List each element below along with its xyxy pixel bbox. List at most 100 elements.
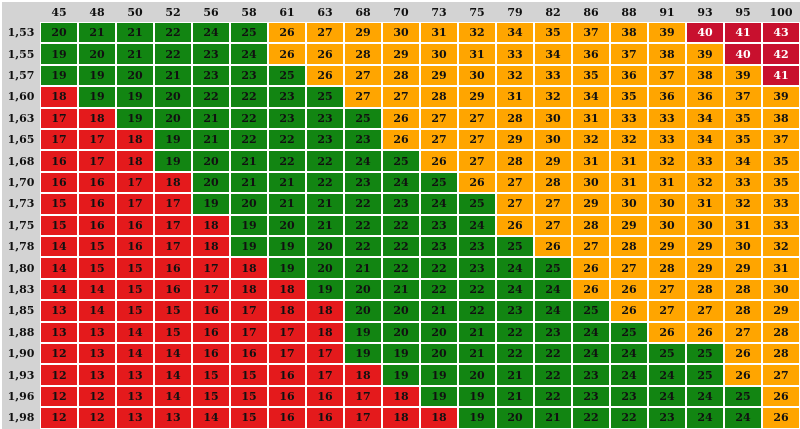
bmi-cell: 17 bbox=[78, 129, 116, 151]
bmi-cell: 17 bbox=[154, 214, 192, 236]
bmi-cell: 16 bbox=[154, 257, 192, 279]
bmi-cell: 22 bbox=[230, 86, 268, 108]
bmi-cell: 21 bbox=[230, 150, 268, 172]
bmi-cell: 15 bbox=[116, 257, 154, 279]
bmi-cell: 17 bbox=[306, 343, 344, 365]
bmi-cell: 21 bbox=[154, 64, 192, 87]
bmi-cell: 19 bbox=[230, 214, 268, 236]
bmi-cell: 12 bbox=[78, 407, 116, 429]
bmi-cell: 27 bbox=[686, 300, 724, 322]
bmi-cell: 27 bbox=[534, 214, 572, 236]
bmi-cell: 15 bbox=[230, 385, 268, 408]
row-header: 1,93 bbox=[2, 364, 40, 386]
bmi-cell: 20 bbox=[116, 64, 154, 87]
bmi-cell: 35 bbox=[610, 86, 648, 108]
column-header-79: 79 bbox=[496, 2, 534, 22]
bmi-cell: 23 bbox=[344, 171, 382, 194]
bmi-cell: 23 bbox=[230, 64, 268, 87]
column-header-86: 86 bbox=[572, 2, 610, 22]
bmi-cell: 22 bbox=[306, 171, 344, 194]
bmi-cell: 26 bbox=[686, 321, 724, 343]
bmi-cell: 25 bbox=[572, 300, 610, 322]
row-header: 1,90 bbox=[2, 343, 40, 365]
bmi-cell: 22 bbox=[230, 129, 268, 151]
bmi-cell: 37 bbox=[610, 43, 648, 65]
bmi-cell: 26 bbox=[382, 107, 420, 129]
bmi-cell: 27 bbox=[724, 321, 762, 343]
bmi-cell: 27 bbox=[534, 193, 572, 215]
bmi-cell: 20 bbox=[192, 171, 230, 194]
bmi-cell: 20 bbox=[192, 150, 230, 172]
bmi-cell: 13 bbox=[116, 364, 154, 386]
bmi-cell: 33 bbox=[648, 107, 686, 129]
bmi-cell: 40 bbox=[686, 22, 724, 44]
bmi-cell: 27 bbox=[306, 22, 344, 44]
bmi-cell: 17 bbox=[116, 171, 154, 194]
bmi-cell: 25 bbox=[686, 364, 724, 386]
bmi-cell: 31 bbox=[496, 86, 534, 108]
bmi-cell: 32 bbox=[534, 86, 572, 108]
bmi-cell: 30 bbox=[420, 43, 458, 65]
column-header-100: 100 bbox=[762, 2, 800, 22]
bmi-cell: 21 bbox=[458, 343, 496, 365]
bmi-cell: 18 bbox=[268, 278, 306, 301]
bmi-cell: 14 bbox=[78, 278, 116, 301]
bmi-cell: 26 bbox=[610, 300, 648, 322]
row-header: 1,83 bbox=[2, 278, 40, 301]
bmi-cell: 15 bbox=[116, 300, 154, 322]
bmi-cell: 24 bbox=[344, 150, 382, 172]
bmi-cell: 15 bbox=[230, 407, 268, 429]
bmi-cell: 26 bbox=[306, 64, 344, 87]
bmi-cell: 19 bbox=[40, 43, 78, 65]
bmi-cell: 21 bbox=[382, 278, 420, 301]
bmi-cell: 15 bbox=[78, 236, 116, 258]
bmi-cell: 24 bbox=[534, 278, 572, 301]
bmi-cell: 22 bbox=[268, 129, 306, 151]
bmi-cell: 16 bbox=[154, 278, 192, 301]
bmi-cell: 30 bbox=[534, 107, 572, 129]
bmi-cell: 35 bbox=[724, 107, 762, 129]
bmi-cell: 37 bbox=[572, 22, 610, 44]
bmi-cell: 27 bbox=[496, 171, 534, 194]
bmi-cell: 33 bbox=[686, 150, 724, 172]
bmi-cell: 21 bbox=[458, 321, 496, 343]
bmi-cell: 22 bbox=[572, 407, 610, 429]
row-header: 1,70 bbox=[2, 171, 40, 194]
bmi-cell: 24 bbox=[610, 364, 648, 386]
row-header: 1,55 bbox=[2, 43, 40, 65]
column-header-61: 61 bbox=[268, 2, 306, 22]
row-header: 1,60 bbox=[2, 86, 40, 108]
bmi-cell: 27 bbox=[420, 107, 458, 129]
bmi-cell: 25 bbox=[648, 343, 686, 365]
bmi-cell: 38 bbox=[648, 43, 686, 65]
bmi-cell: 26 bbox=[458, 171, 496, 194]
bmi-cell: 25 bbox=[344, 107, 382, 129]
bmi-cell: 17 bbox=[230, 321, 268, 343]
bmi-cell: 32 bbox=[648, 150, 686, 172]
bmi-cell: 26 bbox=[610, 278, 648, 301]
bmi-cell: 21 bbox=[268, 171, 306, 194]
bmi-cell: 25 bbox=[724, 385, 762, 408]
bmi-cell: 23 bbox=[420, 236, 458, 258]
bmi-cell: 27 bbox=[762, 364, 800, 386]
bmi-cell: 31 bbox=[610, 171, 648, 194]
bmi-cell: 26 bbox=[306, 43, 344, 65]
bmi-cell: 39 bbox=[686, 43, 724, 65]
bmi-cell: 36 bbox=[610, 64, 648, 87]
bmi-cell: 27 bbox=[648, 300, 686, 322]
bmi-cell: 32 bbox=[572, 129, 610, 151]
bmi-cell: 35 bbox=[572, 64, 610, 87]
bmi-cell: 38 bbox=[686, 64, 724, 87]
bmi-cell: 20 bbox=[306, 257, 344, 279]
bmi-cell: 17 bbox=[344, 407, 382, 429]
column-header-45: 45 bbox=[40, 2, 78, 22]
bmi-cell: 31 bbox=[648, 171, 686, 194]
bmi-cell: 14 bbox=[40, 236, 78, 258]
bmi-cell: 26 bbox=[572, 257, 610, 279]
bmi-cell: 14 bbox=[154, 343, 192, 365]
bmi-cell: 30 bbox=[610, 193, 648, 215]
bmi-cell: 14 bbox=[40, 257, 78, 279]
bmi-cell: 18 bbox=[154, 171, 192, 194]
bmi-cell: 18 bbox=[420, 407, 458, 429]
bmi-cell: 25 bbox=[420, 171, 458, 194]
